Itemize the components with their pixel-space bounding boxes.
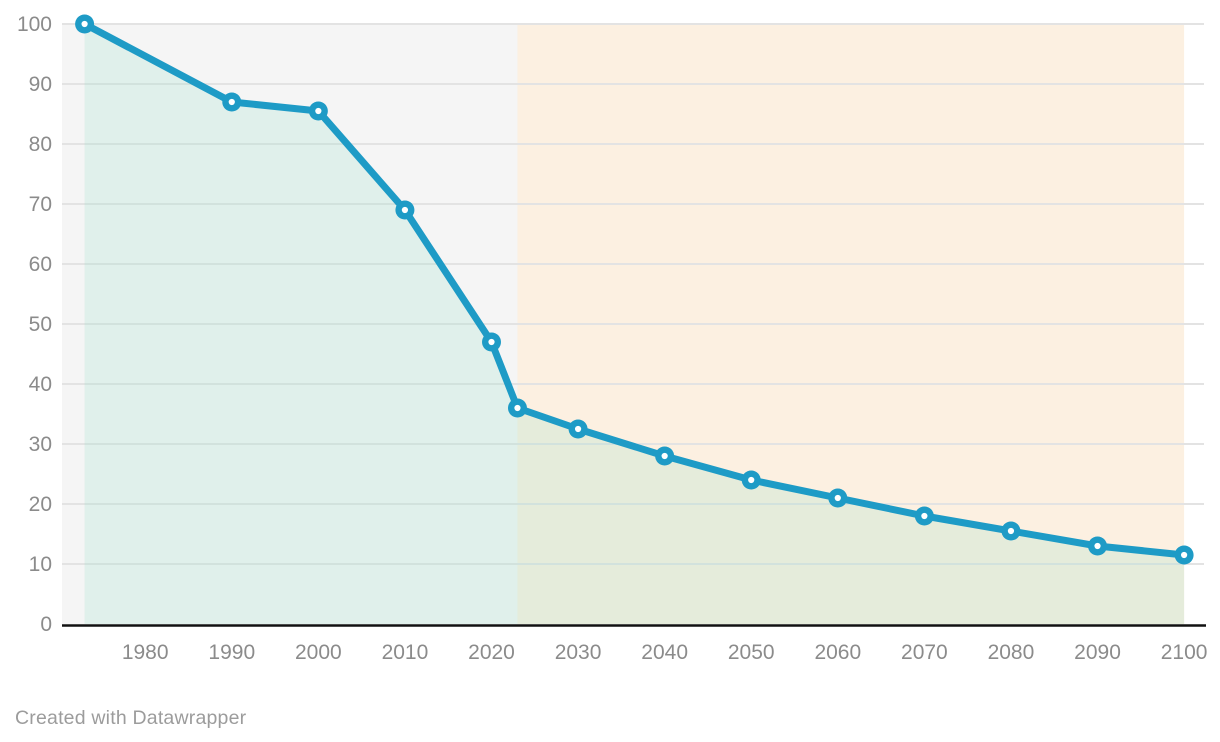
- data-point-center: [514, 404, 521, 412]
- x-tick-label-2060: 2060: [814, 641, 861, 664]
- data-point-2050[interactable]: [741, 470, 761, 490]
- data-point-2060[interactable]: [828, 488, 848, 508]
- datawrapper-credit-link[interactable]: Created with Datawrapper: [15, 707, 247, 729]
- trend-line: [81, 20, 1188, 559]
- x-tick-label-2000: 2000: [295, 641, 342, 664]
- x-tick-label-2020: 2020: [468, 641, 515, 664]
- data-point-center: [834, 494, 841, 502]
- x-tick-label-1990: 1990: [208, 641, 255, 664]
- data-point-center: [81, 20, 88, 28]
- data-point-2023[interactable]: [507, 398, 527, 418]
- y-tick-label-20: 20: [29, 493, 52, 516]
- data-point-2070[interactable]: [914, 506, 934, 526]
- x-tick-label-1980: 1980: [122, 641, 169, 664]
- x-tick-label-2050: 2050: [728, 641, 775, 664]
- data-point-center: [401, 206, 409, 214]
- data-point-2010[interactable]: [395, 200, 415, 220]
- x-tick-label-2030: 2030: [555, 641, 602, 664]
- y-tick-label-60: 60: [29, 253, 52, 276]
- data-point-2090[interactable]: [1088, 536, 1108, 556]
- area-fill: [84, 24, 1185, 624]
- y-tick-label-0: 0: [40, 613, 52, 636]
- data-point-center: [1181, 551, 1188, 559]
- y-tick-label-80: 80: [29, 133, 52, 156]
- y-tick-label-90: 90: [29, 73, 52, 96]
- data-point-center: [921, 512, 928, 520]
- y-tick-label-40: 40: [29, 373, 52, 396]
- data-point-center: [574, 425, 582, 433]
- data-point-2000[interactable]: [308, 101, 328, 121]
- x-tick-label-2090: 2090: [1074, 641, 1121, 664]
- data-point-center: [748, 476, 755, 484]
- x-tick-label-2040: 2040: [641, 641, 688, 664]
- y-tick-label-30: 30: [29, 433, 52, 456]
- data-point-2020[interactable]: [482, 332, 501, 352]
- data-point-2100[interactable]: [1174, 545, 1194, 565]
- x-tick-label-2080: 2080: [988, 641, 1035, 664]
- data-point-2040[interactable]: [655, 446, 675, 466]
- x-tick-label-2070: 2070: [901, 641, 948, 664]
- data-point-center: [228, 98, 235, 106]
- y-tick-label-50: 50: [29, 313, 52, 336]
- data-point-2080[interactable]: [1001, 521, 1021, 541]
- data-point-1973[interactable]: [75, 14, 95, 34]
- data-point-center: [315, 107, 322, 115]
- y-tick-label-70: 70: [29, 193, 52, 216]
- data-point-2030[interactable]: [568, 419, 588, 439]
- y-tick-label-10: 10: [29, 553, 52, 576]
- data-point-center: [1094, 542, 1101, 550]
- x-tick-label-2010: 2010: [382, 641, 429, 664]
- data-point-center: [488, 338, 495, 346]
- x-tick-label-2100: 2100: [1161, 641, 1208, 664]
- data-point-center: [1007, 527, 1015, 535]
- y-tick-label-100: 100: [17, 13, 52, 36]
- data-point-1990[interactable]: [222, 92, 242, 112]
- data-point-center: [661, 452, 668, 460]
